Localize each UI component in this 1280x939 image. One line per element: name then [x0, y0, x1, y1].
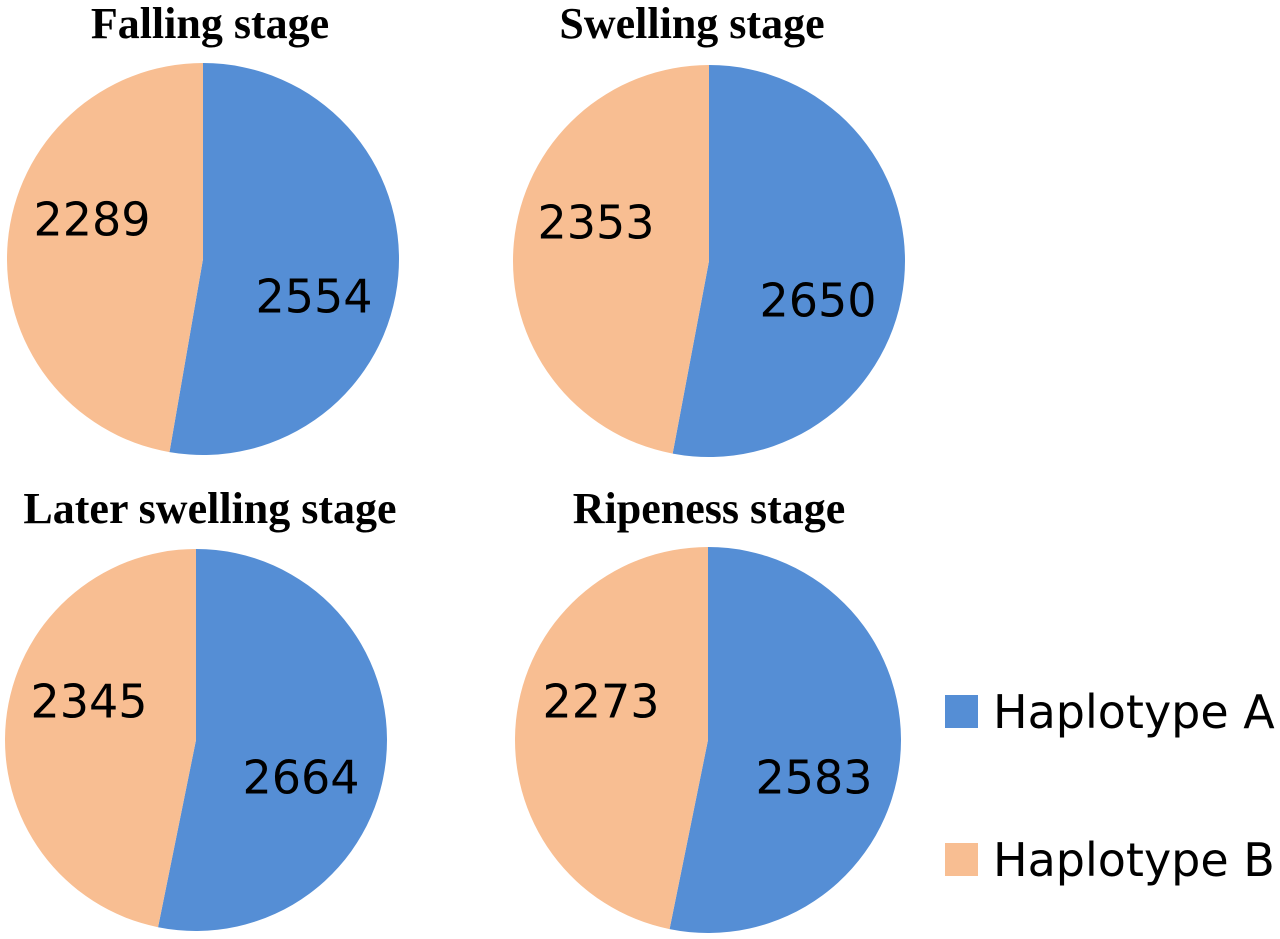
pie-slices: 2583 2273	[515, 547, 902, 933]
pie-chart-ripeness-stage: Ripeness stage 2583 2273	[515, 484, 902, 933]
pie-slice-haplotype-a	[672, 65, 905, 457]
chart-title: Ripeness stage	[573, 484, 846, 533]
pie-slice-haplotype-b	[4, 549, 197, 928]
data-label-haplotype-b: 2273	[542, 675, 659, 729]
data-label-haplotype-b: 2353	[537, 196, 654, 250]
chart-title: Later swelling stage	[23, 484, 396, 533]
legend-item-haplotype-b: Haplotype B	[945, 833, 1275, 887]
pie-slice-haplotype-a	[158, 549, 387, 931]
data-label-haplotype-a: 2650	[759, 274, 876, 328]
pie-slice-haplotype-b	[515, 547, 708, 930]
legend-label-haplotype-b: Haplotype B	[993, 833, 1275, 887]
data-label-haplotype-a: 2583	[755, 751, 872, 805]
legend-item-haplotype-a: Haplotype A	[945, 685, 1275, 739]
legend: Haplotype A Haplotype B	[945, 685, 1275, 887]
chart-title: Falling stage	[91, 0, 329, 48]
pie-chart-swelling-stage: Swelling stage 2650 2353	[512, 0, 905, 457]
legend-swatch-haplotype-a	[945, 695, 978, 728]
data-label-haplotype-b: 2289	[33, 193, 150, 247]
chart-title: Swelling stage	[559, 0, 824, 48]
data-label-haplotype-a: 2664	[242, 751, 359, 805]
data-label-haplotype-b: 2345	[30, 675, 147, 729]
data-label-haplotype-a: 2554	[255, 270, 372, 324]
pie-chart-later-swelling-stage: Later swelling stage 2664 2345	[4, 484, 397, 931]
pie-slices: 2650 2353	[512, 65, 905, 457]
pie-chart-falling-stage: Falling stage 2554 2289	[7, 0, 399, 455]
pie-slices: 2664 2345	[4, 549, 387, 931]
legend-label-haplotype-a: Haplotype A	[993, 685, 1275, 739]
pie-slices: 2554 2289	[7, 63, 399, 455]
pie-slice-haplotype-b	[512, 65, 709, 454]
pie-slice-haplotype-a	[669, 547, 902, 933]
pie-slice-haplotype-b	[7, 63, 204, 453]
legend-swatch-haplotype-b	[945, 843, 978, 876]
pie-slice-haplotype-a	[169, 63, 399, 455]
